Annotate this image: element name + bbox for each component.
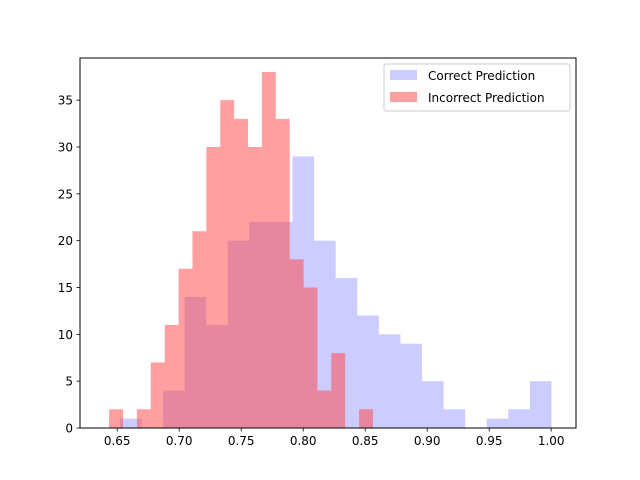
histogram-bar — [508, 409, 530, 428]
x-tick-label: 1.00 — [538, 434, 565, 448]
x-axis: 0.65 0.70 0.75 0.80 0.85 0.90 0.95 1.00 — [104, 428, 565, 448]
histogram-bar — [331, 353, 346, 428]
series-1-bars — [109, 72, 374, 429]
y-tick-label: 0 — [65, 422, 73, 436]
x-tick-label: 0.95 — [476, 434, 503, 448]
histogram-bar — [220, 100, 235, 428]
y-tick-label: 15 — [58, 281, 73, 295]
x-tick-label: 0.65 — [104, 434, 131, 448]
histogram-bar — [164, 324, 179, 428]
histogram-bar — [317, 390, 332, 428]
y-tick-label: 5 — [65, 375, 73, 389]
legend-swatch-correct — [390, 70, 417, 80]
legend-box — [383, 63, 571, 112]
x-tick-label: 0.70 — [166, 434, 193, 448]
x-tick-label: 0.90 — [414, 434, 441, 448]
histogram-bar — [136, 409, 151, 428]
y-tick-label: 25 — [58, 187, 73, 201]
histogram-bar — [150, 362, 165, 428]
legend: Correct Prediction Incorrect Prediction — [383, 63, 571, 112]
histogram-bar — [529, 381, 552, 428]
y-tick-label: 35 — [58, 94, 73, 108]
histogram-bar — [178, 268, 193, 428]
histogram-bar — [192, 231, 207, 428]
bars-layer — [109, 72, 552, 429]
histogram-bar — [119, 418, 142, 428]
legend-swatch-incorrect — [390, 92, 417, 102]
y-axis: 0 5 10 15 20 25 30 35 — [58, 94, 80, 436]
histogram-bar — [314, 240, 336, 428]
plot-frame — [79, 57, 577, 429]
x-tick-label: 0.75 — [228, 434, 255, 448]
x-tick-label: 0.85 — [352, 434, 379, 448]
histogram-bar — [443, 409, 466, 428]
histogram-bar — [275, 118, 290, 428]
legend-label-correct: Correct Prediction — [428, 69, 535, 83]
histogram-bar — [486, 418, 509, 428]
histogram-bar — [303, 287, 318, 428]
histogram-bar — [359, 409, 374, 428]
histogram-bar — [289, 259, 304, 428]
histogram-bar — [206, 146, 221, 428]
histogram-bar — [378, 334, 401, 428]
histogram-bar — [400, 343, 422, 428]
histogram-bar — [234, 118, 249, 428]
histogram-bar — [248, 146, 262, 428]
histogram-bar — [421, 381, 444, 428]
histogram-bar — [109, 409, 124, 428]
histogram-bar — [357, 315, 379, 428]
y-tick-label: 10 — [58, 328, 73, 342]
y-tick-label: 20 — [58, 234, 73, 248]
histogram-bar — [261, 72, 276, 429]
y-tick-label: 30 — [58, 140, 73, 154]
x-tick-label: 0.80 — [290, 434, 317, 448]
legend-label-incorrect: Incorrect Prediction — [428, 91, 545, 105]
